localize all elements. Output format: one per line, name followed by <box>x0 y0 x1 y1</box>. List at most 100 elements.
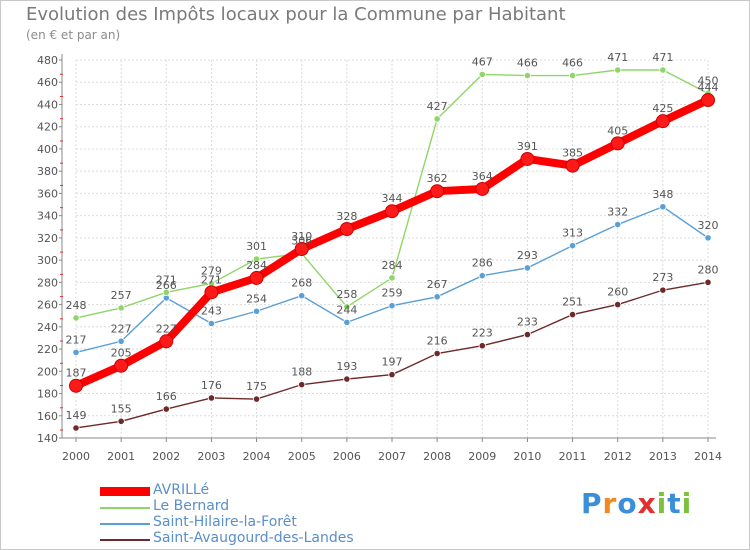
x-tick-label: 2001 <box>107 450 135 463</box>
data-point <box>162 405 170 413</box>
y-tick-labels: 140 160 180 200 220 240 260 280 300 320 340 360 380 4… <box>37 54 58 445</box>
y-tick-label: 180 <box>37 388 58 401</box>
x-tick-label: 2014 <box>694 450 722 463</box>
x-tick-label: 2009 <box>468 450 496 463</box>
legend-swatch <box>100 507 150 509</box>
logo-letter: r <box>602 487 618 520</box>
data-point <box>478 342 486 350</box>
data-point <box>294 242 309 256</box>
data-label: 205 <box>111 347 132 360</box>
data-point <box>568 242 577 250</box>
data-point <box>614 220 622 229</box>
data-point <box>162 288 170 296</box>
data-label: 444 <box>698 81 719 94</box>
data-point <box>659 203 667 211</box>
grid-lines <box>75 59 709 438</box>
x-tick-label: 2011 <box>559 450 587 463</box>
data-label: 328 <box>336 210 357 223</box>
y-tick-label: 420 <box>37 121 58 134</box>
data-label: 197 <box>382 356 403 369</box>
data-point <box>701 93 715 108</box>
data-point <box>72 424 80 432</box>
x-tick-label: 2013 <box>649 450 677 463</box>
data-point <box>704 278 712 286</box>
data-label: 391 <box>517 140 538 153</box>
data-label: 306 <box>291 234 312 247</box>
data-point <box>520 151 535 166</box>
data-point <box>433 115 441 123</box>
legend-swatch <box>100 523 150 525</box>
data-label: 260 <box>607 286 628 299</box>
data-label: 251 <box>562 296 583 309</box>
y-tick-label: 340 <box>37 210 58 223</box>
data-label: 286 <box>472 257 493 270</box>
data-point <box>659 66 667 74</box>
series-group <box>69 66 715 432</box>
data-label: 266 <box>156 279 177 292</box>
logo-letter: x <box>637 487 657 520</box>
data-point <box>655 114 670 129</box>
data-point <box>614 300 622 309</box>
data-label: 188 <box>291 366 312 379</box>
data-label: 344 <box>382 192 403 205</box>
data-point <box>207 319 216 328</box>
x-tick-label: 2012 <box>604 450 632 463</box>
y-tick-label: 240 <box>37 321 58 334</box>
data-label: 268 <box>291 277 312 290</box>
legend-swatch <box>100 487 150 496</box>
data-point <box>614 66 622 74</box>
data-point <box>388 302 396 310</box>
data-point <box>568 310 577 319</box>
y-tick-label: 260 <box>37 299 58 312</box>
data-label: 348 <box>652 188 673 201</box>
x-tick-label: 2008 <box>423 450 451 463</box>
data-point <box>69 378 83 393</box>
y-tick-label: 220 <box>37 343 58 356</box>
data-labels: 149 155 166 176 175 188 193 197 216 223 233 251 260 2… <box>66 51 719 422</box>
data-point <box>475 181 490 196</box>
data-point <box>565 158 580 173</box>
data-label: 466 <box>517 57 538 70</box>
data-point <box>298 292 306 300</box>
data-label: 284 <box>382 259 403 272</box>
x-tick-label: 2003 <box>197 450 225 463</box>
x-tick-labels: 2000 2001 2002 2003 2004 2005 2006 2007 2008 2009… <box>62 450 722 463</box>
y-tick-label: 300 <box>37 254 58 267</box>
data-point <box>117 417 125 425</box>
data-label: 193 <box>336 360 357 373</box>
data-point <box>433 349 441 358</box>
logo-letter: i <box>656 487 668 520</box>
data-label: 176 <box>201 379 222 392</box>
data-label: 273 <box>652 271 673 284</box>
data-label: 254 <box>246 292 267 305</box>
data-point <box>659 286 667 294</box>
data-label: 217 <box>66 333 87 346</box>
y-tick-label: 400 <box>37 143 58 156</box>
data-point <box>433 293 441 301</box>
data-point <box>252 395 261 403</box>
proxiti-logo: Proxiti <box>581 487 692 520</box>
data-point <box>298 381 306 389</box>
legend-label: Le Bernard <box>153 498 230 514</box>
logo-letter: P <box>581 487 603 520</box>
data-point <box>204 285 219 300</box>
data-label: 293 <box>517 249 538 262</box>
data-point <box>385 204 399 219</box>
y-tick-label: 480 <box>37 54 58 67</box>
data-point <box>117 337 125 345</box>
data-label: 257 <box>111 289 132 302</box>
data-point <box>252 255 261 263</box>
chart-subtitle: (en € et par an) <box>26 28 121 42</box>
data-point <box>523 71 532 80</box>
logo-letter: o <box>617 487 638 520</box>
y-tick-label: 320 <box>37 232 58 245</box>
x-tick-label: 2000 <box>62 450 90 463</box>
legend-item: Saint-Avaugourd-des-Landes <box>100 530 420 548</box>
data-point <box>523 331 532 339</box>
logo-letter: i <box>681 487 693 520</box>
data-label: 258 <box>336 288 357 301</box>
y-tick-label: 200 <box>37 365 58 378</box>
legend-label: Saint-Avaugourd-des-Landes <box>153 530 354 546</box>
data-point <box>610 136 625 151</box>
chart-title: Evolution des Impôts locaux pour la Comm… <box>26 4 566 25</box>
